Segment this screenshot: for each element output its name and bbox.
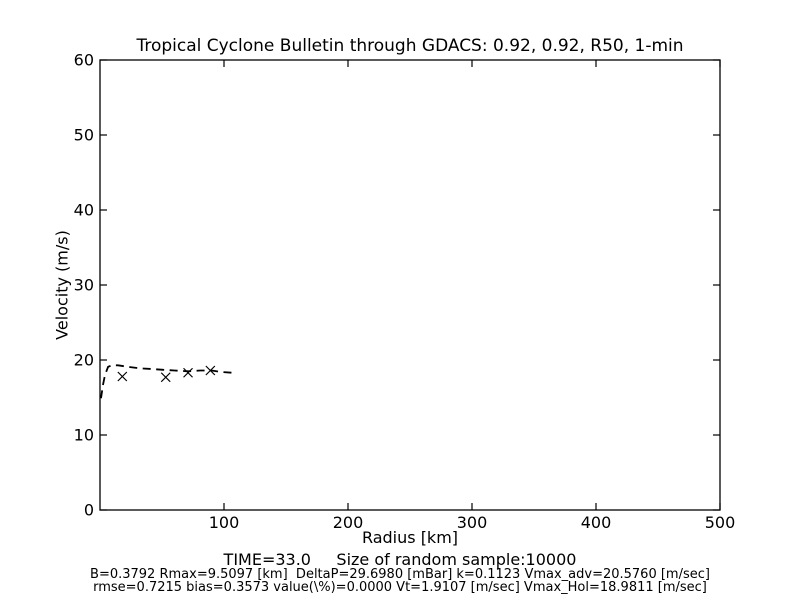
y-tick-label: 30 — [74, 276, 94, 295]
y-tick-label: 0 — [84, 501, 94, 520]
x-marker — [117, 371, 128, 382]
x-tick-label: 100 — [209, 513, 240, 532]
axes-frame — [99, 59, 721, 511]
footer-time-sample-line: TIME=33.0 Size of random sample:10000 — [223, 550, 577, 569]
y-tick-label: 60 — [74, 51, 94, 70]
footer-parameters-line: B=0.3792 Rmax=9.5097 [km] DeltaP=29.6980… — [90, 567, 710, 582]
x-marker — [160, 372, 171, 383]
x-axis-label: Radius [km] — [361, 528, 459, 547]
dashed-profile-line — [100, 364, 233, 399]
chart-title: Tropical Cyclone Bulletin through GDACS:… — [136, 36, 684, 56]
x-tick-label: 200 — [333, 513, 364, 532]
x-tick-label: 300 — [457, 513, 488, 532]
y-tick-label: 20 — [74, 351, 94, 370]
x-marker — [205, 365, 216, 376]
y-tick-label: 50 — [74, 126, 94, 145]
y-axis-label: Velocity (m/s) — [52, 230, 72, 340]
footer-stats-line: rmse=0.7215 bias=0.3573 value(\%)=0.0000… — [93, 580, 707, 595]
x-tick-label: 500 — [705, 513, 736, 532]
y-tick-label: 40 — [74, 201, 94, 220]
y-tick-label: 10 — [74, 426, 94, 445]
x-tick-label: 400 — [581, 513, 612, 532]
x-marker — [183, 367, 193, 378]
